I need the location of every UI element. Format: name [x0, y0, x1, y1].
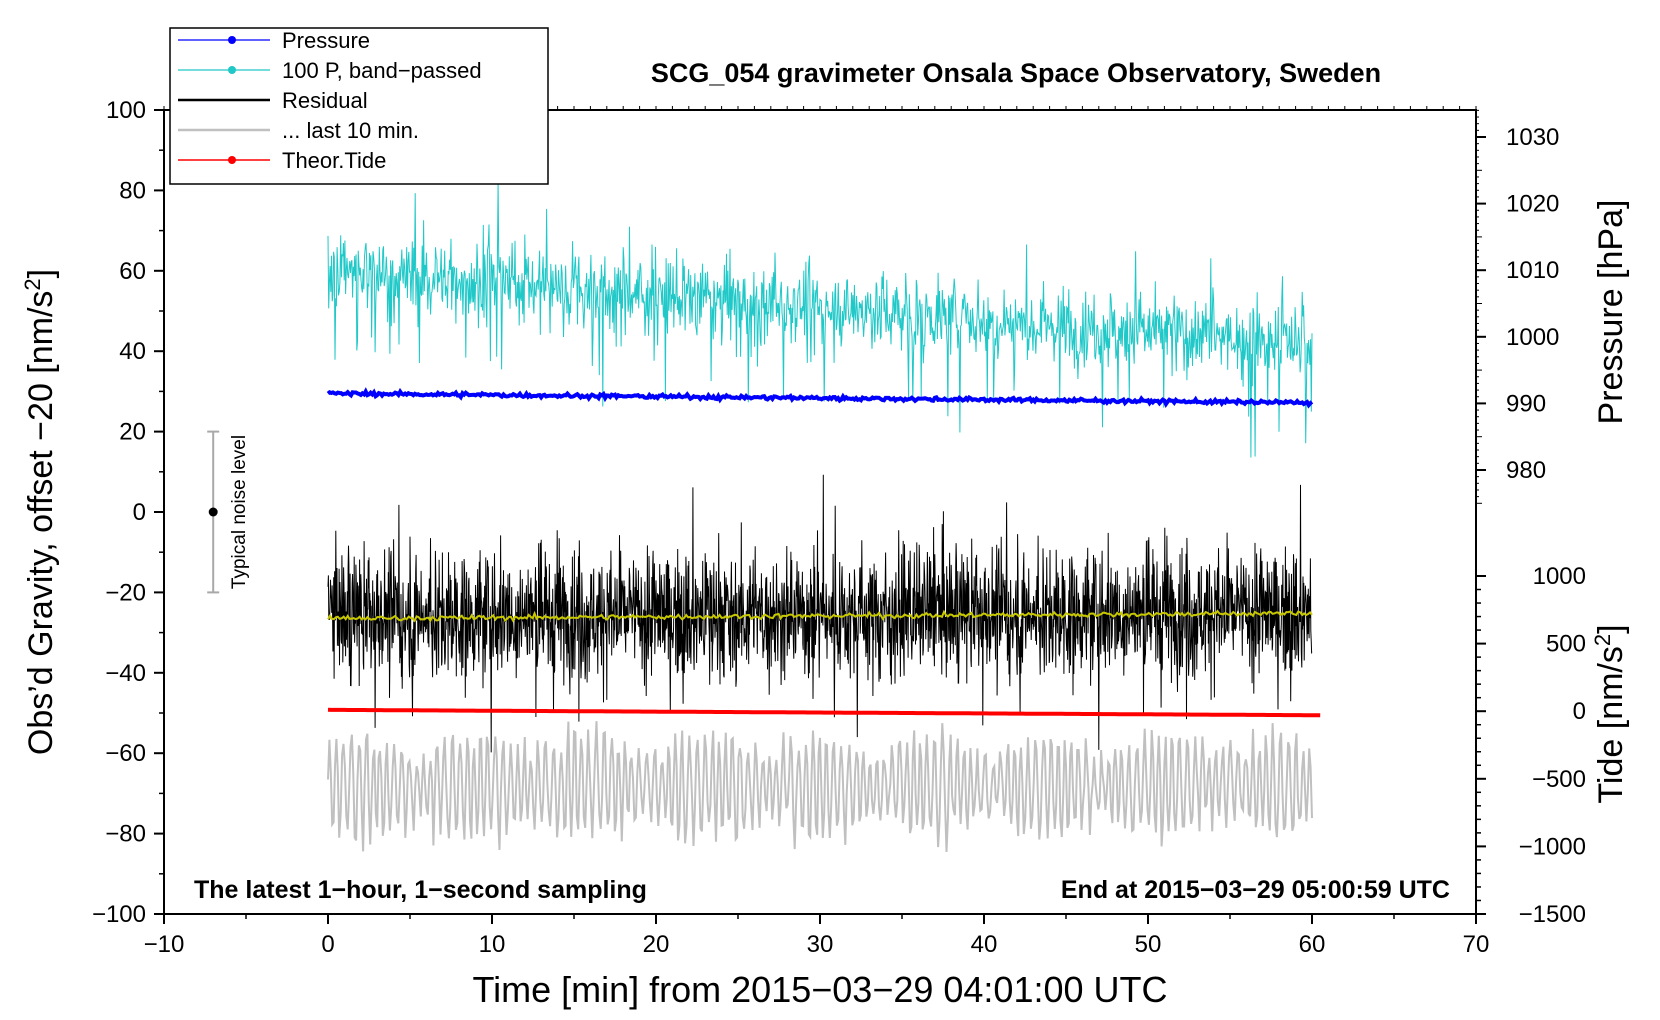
x-axis-label: Time [min] from 2015−03−29 04:01:00 UTC: [472, 969, 1167, 1010]
pressure-tick-label: 990: [1506, 390, 1546, 417]
tide-tick-label: 0: [1573, 698, 1586, 725]
pressure-axis-ticks: 980 990 1000 1010 1020 1030: [1476, 109, 1559, 504]
y-tick-label: 100: [106, 97, 146, 124]
y-tick-label: −100: [92, 901, 146, 928]
legend-marker-pressure: [228, 36, 236, 44]
pressure-tick-label: 980: [1506, 457, 1546, 484]
y-tick-label: 0: [133, 499, 146, 526]
y-axis-label-tide: Tide [nm/s2]: [1590, 624, 1631, 803]
y-tick-label: −40: [105, 660, 146, 687]
legend-entry-bandpassed: 100 P, band−passed: [178, 58, 482, 83]
x-tick-label: 70: [1463, 931, 1490, 958]
legend-entry-tide: Theor.Tide: [178, 148, 386, 173]
y-tick-label: −80: [105, 821, 146, 848]
tide-tick-label: 1000: [1533, 563, 1586, 590]
legend-entry-residual: Residual: [178, 88, 368, 113]
y-label-left-sup: 2: [20, 278, 45, 290]
x-tick-label: 10: [479, 931, 506, 958]
chart-title: SCG_054 gravimeter Onsala Space Observat…: [651, 58, 1381, 88]
legend-label-pressure: Pressure: [282, 28, 370, 53]
tide-tick-label: −1500: [1519, 901, 1586, 928]
legend-label-tide: Theor.Tide: [282, 148, 386, 173]
legend-marker-tide: [228, 156, 236, 164]
end-time-note: End at 2015−03−29 05:00:59 UTC: [1061, 876, 1450, 904]
y-label-left-end: ]: [22, 269, 60, 278]
y-axis-label-pressure: Pressure [hPa]: [1592, 200, 1630, 425]
legend-entry-last10: ... last 10 min.: [178, 118, 419, 143]
tide-label-sup: 2: [1590, 634, 1615, 646]
x-tick-label: 60: [1299, 931, 1326, 958]
series-layer: [326, 180, 1321, 853]
legend-label-last10: ... last 10 min.: [282, 118, 419, 143]
tide-tick-label: −1000: [1519, 833, 1586, 860]
noise-level-indicator: Typical noise level: [207, 430, 250, 594]
pressure-tick-label: 1000: [1506, 324, 1559, 351]
pressure-tick-label: 1010: [1506, 257, 1559, 284]
legend: Pressure 100 P, band−passed Residual ...…: [169, 27, 549, 185]
tide-tick-label: 500: [1546, 631, 1586, 658]
y-axis-label-left: Obs’d Gravity, offset −20 [nm/s2]: [20, 269, 61, 755]
legend-marker-bandpassed: [228, 66, 236, 74]
legend-label-bandpassed: 100 P, band−passed: [282, 58, 482, 83]
y-tick-label: 60: [119, 258, 146, 285]
series-theoretical-tide: [327, 707, 1321, 718]
y-tick-label: −20: [105, 579, 146, 606]
tide-tick-label: −500: [1532, 766, 1586, 793]
pressure-tick-label: 1030: [1506, 124, 1559, 151]
noise-level-label: Typical noise level: [229, 435, 250, 589]
y-axis-ticks: −100 −80 −60 −40 −20 0 20 40 60 80 100: [92, 97, 164, 928]
x-tick-label: 0: [321, 931, 334, 958]
tide-label-end: ]: [1592, 624, 1630, 633]
series-pressure-bandpassed: [327, 180, 1313, 458]
series-last-10-min: [327, 721, 1313, 853]
y-tick-label: 20: [119, 419, 146, 446]
series-residual: [327, 474, 1313, 753]
x-tick-label: 40: [971, 931, 998, 958]
pressure-tick-label: 1020: [1506, 191, 1559, 218]
y-label-left-main: Obs’d Gravity, offset −20 [nm/s: [22, 291, 60, 756]
x-tick-label: 20: [643, 931, 670, 958]
x-tick-label: 30: [807, 931, 834, 958]
tide-axis-ticks: −1500 −1000 −500 0 500 1000: [1476, 563, 1586, 928]
y-tick-label: 40: [119, 338, 146, 365]
series-residual-smoothed: [327, 609, 1313, 623]
x-tick-label: 50: [1135, 931, 1162, 958]
x-tick-label: −10: [144, 931, 185, 958]
y-tick-label: −60: [105, 740, 146, 767]
tide-label-main: Tide [nm/s: [1592, 646, 1630, 803]
noise-bar-dot: [208, 507, 218, 517]
sampling-note: The latest 1−hour, 1−second sampling: [194, 876, 647, 904]
x-axis-ticks: −10 0 10 20 30 40 50 60 70: [144, 106, 1490, 958]
legend-entry-pressure: Pressure: [178, 28, 370, 53]
series-pressure: [326, 387, 1314, 409]
y-tick-label: 80: [119, 177, 146, 204]
legend-label-residual: Residual: [282, 88, 368, 113]
